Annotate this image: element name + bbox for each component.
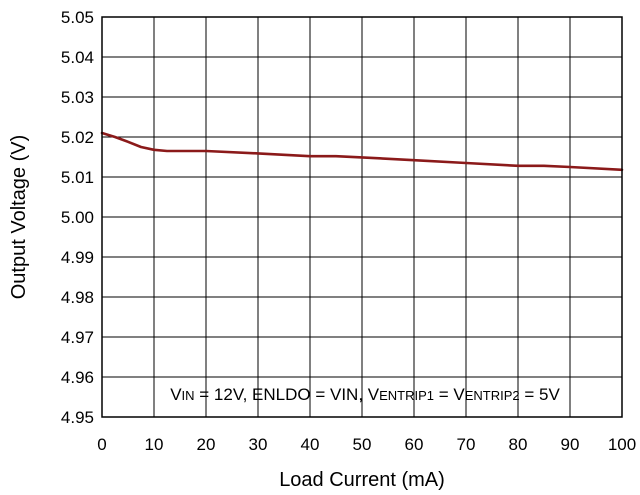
x-tick-label: 20	[197, 435, 216, 454]
annotation-subscript: ENTRIP1	[379, 388, 434, 403]
x-tick-label: 0	[97, 435, 106, 454]
y-tick-label: 5.02	[61, 128, 94, 147]
y-tick-label: 5.05	[61, 8, 94, 27]
x-tick-label: 50	[353, 435, 372, 454]
x-tick-label: 30	[249, 435, 268, 454]
series-line-0	[100, 131, 624, 172]
chart-series	[100, 131, 624, 172]
y-tick-label: 5.03	[61, 88, 94, 107]
x-tick-labels: 0 10 20 30 40 50 60 70 80 90 100	[97, 435, 636, 454]
x-tick-label: 10	[145, 435, 164, 454]
y-tick-label: 4.98	[61, 288, 94, 307]
x-tick-label: 100	[608, 435, 636, 454]
y-tick-label: 5.01	[61, 168, 94, 187]
y-axis-title: Output Voltage (V)	[8, 135, 30, 300]
annotation-text: V	[170, 385, 182, 404]
annotation-text: = 5V	[520, 385, 561, 404]
y-tick-label: 5.04	[61, 48, 94, 67]
y-tick-labels: 5.05 5.04 5.03 5.02 5.01 5.00 4.99 4.98 4.97 4.96…	[61, 8, 94, 427]
y-tick-label: 5.00	[61, 208, 94, 227]
annotation-subscript: IN	[182, 388, 195, 403]
y-tick-label: 4.96	[61, 368, 94, 387]
plot-frame	[101, 16, 623, 418]
y-tick-label: 4.99	[61, 248, 94, 267]
annotation-text: = V	[434, 385, 465, 404]
x-tick-label: 60	[405, 435, 424, 454]
y-tick-label: 4.97	[61, 328, 94, 347]
x-tick-label: 90	[561, 435, 580, 454]
conditions-annotation: VIN = 12V, ENLDO = VIN, VENTRIP1 = VENTR…	[170, 385, 560, 404]
annotation-subscript: ENTRIP2	[465, 388, 520, 403]
chart-grid	[101, 16, 623, 418]
x-tick-label: 70	[457, 435, 476, 454]
y-tick-label: 4.95	[61, 408, 94, 427]
x-tick-label: 40	[301, 435, 320, 454]
x-axis-title: Load Current (mA)	[279, 469, 445, 491]
x-tick-label: 80	[509, 435, 528, 454]
annotation-text: = 12V, ENLDO = VIN, V	[195, 385, 380, 404]
